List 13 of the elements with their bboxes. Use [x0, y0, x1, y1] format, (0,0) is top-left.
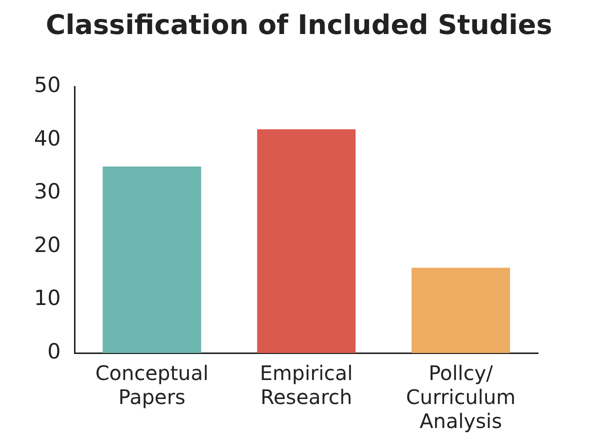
x-tick-label: Pollcy/ Curriculum Analysis [406, 361, 516, 434]
y-tick-label: 10 [34, 286, 61, 310]
y-tick-label: 50 [34, 73, 61, 98]
x-tick-label: Conceptual Papers [95, 361, 209, 410]
bar [412, 268, 510, 353]
chart-title: Classification of Included Studies [44, 10, 554, 41]
y-tick-label: 20 [34, 232, 61, 257]
bar [102, 166, 202, 353]
bar [257, 129, 356, 353]
y-tick-label: 30 [34, 180, 61, 204]
x-tick-label: Empirical Research [260, 361, 353, 410]
y-tick-label: 0 [47, 339, 61, 364]
y-tick-label: 40 [34, 126, 61, 150]
